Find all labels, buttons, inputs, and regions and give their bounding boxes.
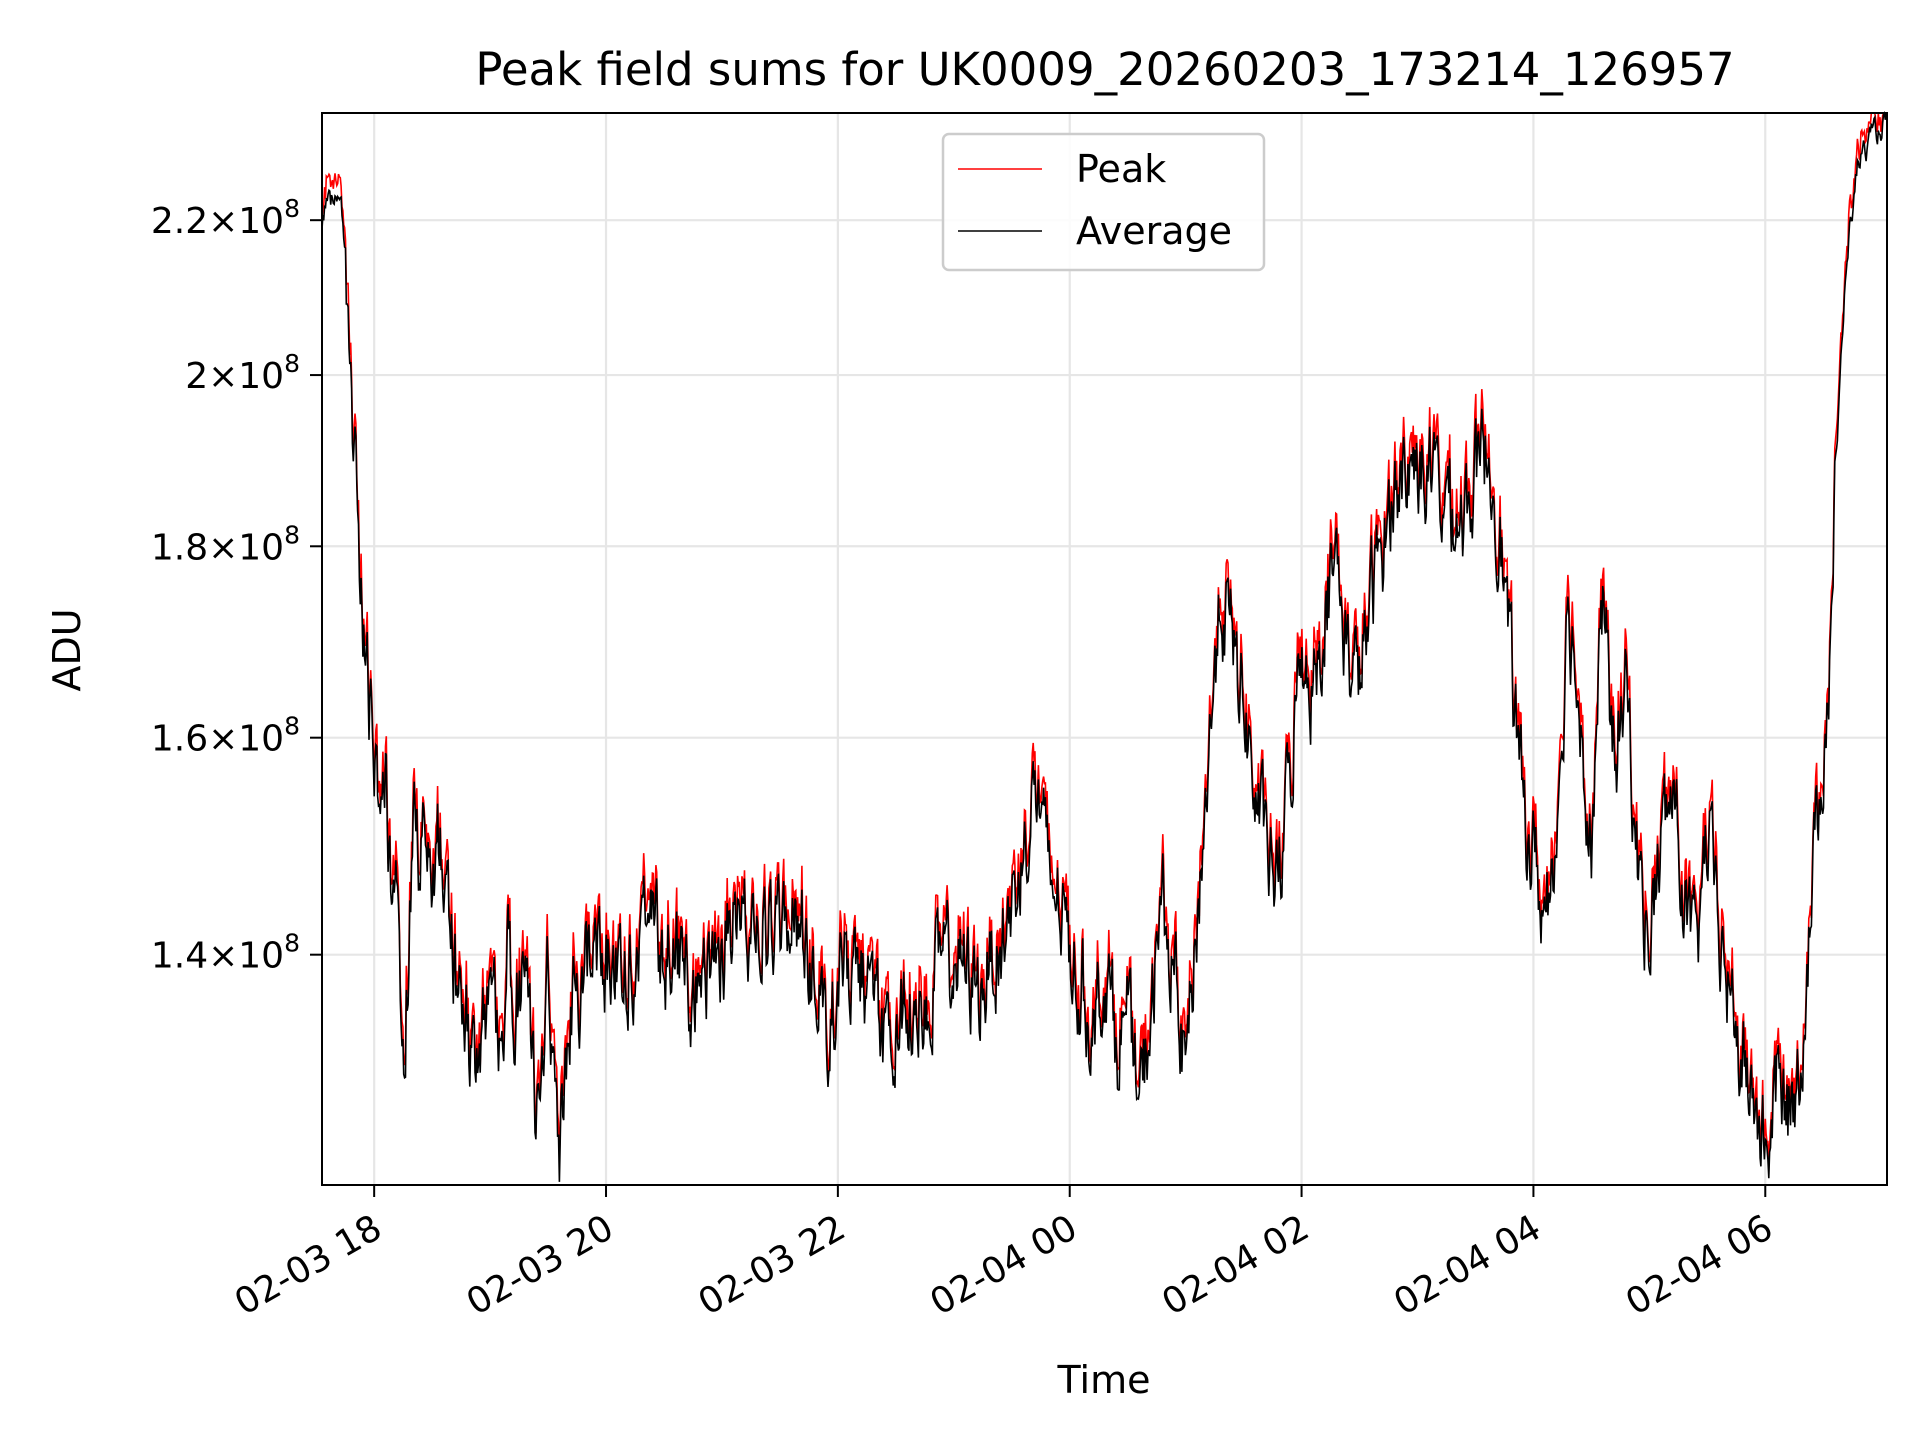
y-tick-times-ten: ×10	[208, 356, 284, 397]
y-tick-label: 1.8×108	[151, 520, 300, 568]
y-tick-times-ten: ×10	[208, 527, 284, 568]
y-tick-times-ten: ×10	[208, 719, 284, 760]
y-tick-mantissa: 2	[185, 356, 208, 397]
chart-title: Peak field sums for UK0009_20260203_1732…	[475, 43, 1734, 96]
y-axis-label: ADU	[45, 608, 89, 691]
y-tick-times-ten: ×10	[208, 201, 284, 242]
y-tick-mantissa: 1.6	[151, 719, 208, 760]
y-tick-label: 2.2×108	[151, 194, 300, 242]
grid-lines	[322, 113, 1887, 1185]
x-axis-label: Time	[1057, 1358, 1151, 1402]
legend: Peak Average	[941, 132, 1266, 272]
y-tick-exponent: 8	[284, 349, 300, 378]
plot-series	[321, 110, 1888, 1182]
average-series-line	[321, 110, 1888, 1182]
y-tick-mantissa: 1.8	[151, 527, 208, 568]
legend-peak-label: Peak	[1076, 147, 1166, 191]
y-tick-exponent: 8	[284, 929, 300, 958]
y-tick-mantissa: 2.2	[151, 201, 208, 242]
y-tick-exponent: 8	[284, 712, 300, 741]
y-tick-label: 2×108	[185, 349, 300, 397]
y-tick-times-ten: ×10	[208, 936, 284, 977]
y-tick-label: 1.4×108	[151, 929, 300, 977]
y-tick-exponent: 8	[284, 194, 300, 223]
legend-average-label: Average	[1076, 209, 1232, 253]
y-tick-label: 1.6×108	[151, 712, 300, 760]
plot-frame	[321, 112, 1888, 1186]
legend-box	[941, 132, 1266, 272]
y-tick-exponent: 8	[284, 520, 300, 549]
y-tick-mantissa: 1.4	[151, 936, 208, 977]
